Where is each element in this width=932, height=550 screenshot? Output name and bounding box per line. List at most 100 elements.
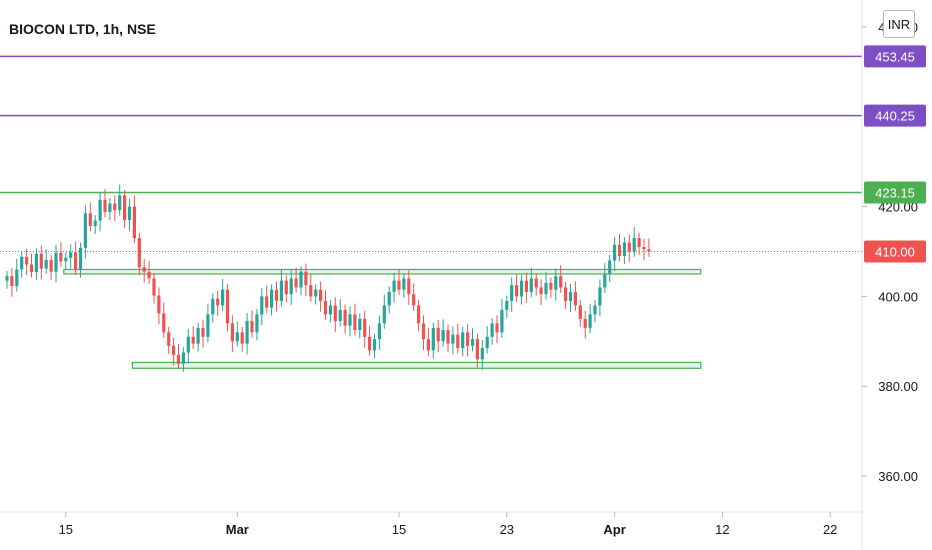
candle-body[interactable]	[98, 199, 102, 221]
candle-body[interactable]	[500, 309, 504, 333]
horizontal-levels[interactable]	[0, 55, 862, 194]
candle-body[interactable]	[162, 313, 166, 333]
candle-body[interactable]	[426, 339, 430, 351]
candle-body[interactable]	[323, 300, 328, 315]
candle-body[interactable]	[539, 287, 543, 295]
candle-body[interactable]	[377, 323, 381, 340]
candle-body[interactable]	[39, 253, 43, 269]
candle-body[interactable]	[309, 285, 313, 297]
time-axis[interactable]: 15 Mar 15 23 Apr 12 22	[59, 512, 838, 537]
candle-body[interactable]	[431, 327, 435, 351]
candle-body[interactable]	[265, 296, 269, 308]
candle-body[interactable]	[5, 276, 9, 281]
candle-body[interactable]	[147, 271, 151, 279]
candle-body[interactable]	[622, 242, 626, 256]
candle-body[interactable]	[279, 280, 283, 301]
candle-body[interactable]	[113, 203, 117, 211]
candle-body[interactable]	[20, 256, 24, 270]
candle-body[interactable]	[353, 314, 357, 331]
candle-body[interactable]	[524, 280, 528, 292]
candle-body[interactable]	[495, 323, 499, 333]
candle-body[interactable]	[343, 309, 347, 326]
candle-body[interactable]	[93, 220, 97, 226]
candle-body[interactable]	[441, 330, 445, 342]
candle-body[interactable]	[299, 271, 303, 288]
candle-body[interactable]	[637, 238, 641, 248]
candle-body[interactable]	[608, 260, 612, 274]
candle-body[interactable]	[603, 273, 607, 288]
candle-body[interactable]	[573, 291, 577, 306]
candle-body[interactable]	[69, 252, 73, 258]
candle-body[interactable]	[196, 327, 200, 344]
currency-button[interactable]: INR	[883, 10, 915, 38]
candle-body[interactable]	[593, 305, 597, 315]
candle-body[interactable]	[225, 289, 230, 324]
candle-body[interactable]	[181, 352, 185, 364]
candle-body[interactable]	[402, 278, 406, 290]
candle-body[interactable]	[44, 260, 48, 269]
candle-body[interactable]	[211, 298, 215, 315]
candle-body[interactable]	[157, 295, 161, 314]
candle-body[interactable]	[152, 278, 156, 296]
candle-body[interactable]	[167, 332, 171, 346]
candle-body[interactable]	[461, 332, 465, 349]
candle-body[interactable]	[235, 332, 239, 342]
candle-body[interactable]	[172, 345, 176, 355]
candle-body[interactable]	[284, 280, 288, 295]
candle-body[interactable]	[54, 252, 58, 272]
candle-body[interactable]	[103, 199, 107, 212]
candle-body[interactable]	[505, 300, 509, 310]
candle-body[interactable]	[564, 287, 568, 301]
candle-body[interactable]	[515, 285, 519, 297]
candle-body[interactable]	[436, 327, 440, 342]
candle-body[interactable]	[206, 314, 210, 337]
candle-body[interactable]	[407, 278, 411, 295]
candle-body[interactable]	[132, 206, 136, 239]
candle-body[interactable]	[470, 339, 475, 346]
candle-body[interactable]	[451, 334, 455, 344]
candle-body[interactable]	[10, 276, 14, 287]
candle-body[interactable]	[274, 289, 279, 301]
support-zone[interactable]	[131, 361, 702, 369]
candle-body[interactable]	[544, 282, 548, 295]
candle-body[interactable]	[328, 305, 332, 315]
candle-body[interactable]	[534, 278, 538, 288]
candle-body[interactable]	[568, 291, 573, 301]
candle-body[interactable]	[588, 314, 592, 328]
candles[interactable]	[5, 184, 651, 372]
candle-body[interactable]	[475, 339, 479, 360]
candle-body[interactable]	[485, 336, 489, 349]
candle-body[interactable]	[456, 334, 460, 349]
candle-body[interactable]	[598, 287, 602, 306]
candle-body[interactable]	[230, 323, 234, 342]
candle-body[interactable]	[519, 280, 524, 297]
candle-body[interactable]	[304, 271, 308, 286]
candle-body[interactable]	[255, 314, 259, 333]
candle-body[interactable]	[49, 260, 53, 272]
candle-body[interactable]	[412, 294, 416, 306]
candle-body[interactable]	[333, 305, 337, 322]
candle-body[interactable]	[260, 296, 264, 315]
candle-body[interactable]	[578, 305, 582, 319]
candle-body[interactable]	[289, 278, 293, 295]
candle-body[interactable]	[642, 247, 646, 250]
candle-body[interactable]	[64, 257, 68, 262]
candle-body[interactable]	[421, 323, 426, 340]
candle-body[interactable]	[127, 206, 132, 221]
candle-body[interactable]	[617, 244, 622, 256]
candle-body[interactable]	[74, 252, 78, 270]
candle-body[interactable]	[88, 213, 92, 226]
candle-body[interactable]	[549, 282, 553, 290]
candle-body[interactable]	[108, 203, 112, 212]
candle-body[interactable]	[529, 278, 533, 292]
candle-body[interactable]	[358, 318, 362, 331]
candle-body[interactable]	[510, 285, 514, 301]
candle-body[interactable]	[348, 314, 352, 326]
candle-body[interactable]	[559, 276, 563, 288]
candle-body[interactable]	[382, 305, 386, 324]
candle-body[interactable]	[201, 327, 205, 337]
candle-body[interactable]	[216, 298, 220, 306]
candle-body[interactable]	[83, 213, 87, 248]
candle-body[interactable]	[245, 321, 249, 344]
candle-body[interactable]	[490, 323, 494, 337]
